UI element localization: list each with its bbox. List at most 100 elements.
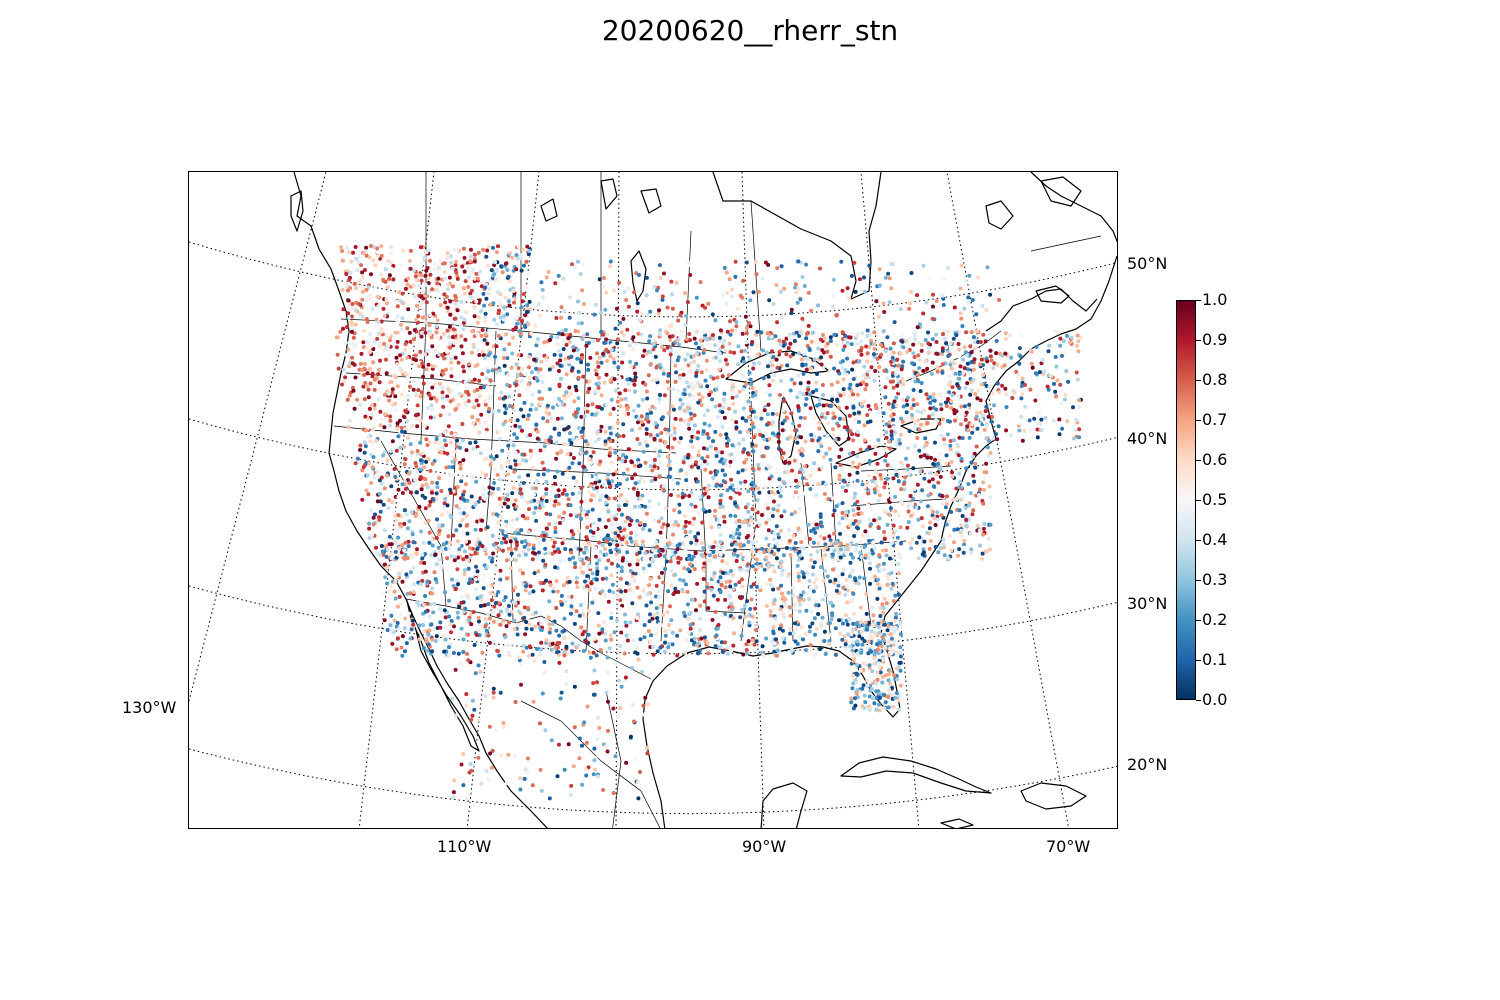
station-marker — [788, 613, 793, 618]
station-marker — [713, 472, 718, 477]
station-marker — [878, 442, 883, 447]
station-marker — [875, 461, 880, 466]
station-marker — [552, 426, 557, 431]
station-marker — [677, 641, 682, 646]
station-marker — [939, 513, 944, 518]
station-marker — [530, 465, 535, 470]
station-marker — [534, 376, 539, 381]
station-marker — [982, 521, 987, 526]
station-marker — [906, 520, 911, 524]
station-marker — [831, 411, 836, 416]
station-marker — [552, 475, 557, 479]
station-marker — [389, 484, 394, 489]
station-marker — [813, 653, 818, 658]
station-marker — [665, 331, 670, 336]
station-marker — [579, 499, 584, 504]
station-marker — [781, 595, 786, 600]
station-marker — [905, 525, 910, 530]
station-marker — [967, 503, 972, 508]
station-marker — [542, 444, 547, 449]
station-marker — [943, 505, 948, 510]
station-marker — [462, 369, 466, 374]
station-marker — [648, 464, 653, 469]
station-marker — [796, 558, 801, 563]
station-marker — [723, 640, 728, 645]
station-marker — [415, 452, 420, 457]
station-marker — [670, 334, 675, 339]
station-marker — [606, 468, 611, 473]
station-marker — [499, 463, 504, 468]
station-marker — [776, 439, 781, 444]
station-marker — [402, 508, 407, 513]
station-marker — [819, 444, 824, 449]
station-marker — [822, 455, 826, 460]
station-marker — [981, 526, 986, 531]
station-marker — [460, 351, 465, 356]
station-marker — [851, 521, 856, 526]
station-marker — [973, 391, 978, 396]
station-marker — [841, 348, 846, 352]
station-marker — [778, 393, 782, 398]
station-marker — [527, 622, 532, 627]
station-marker — [641, 543, 645, 548]
station-marker — [787, 605, 792, 610]
station-marker — [900, 502, 905, 507]
station-marker — [462, 568, 467, 573]
station-marker — [695, 436, 700, 441]
station-marker — [724, 432, 729, 437]
station-marker — [519, 407, 523, 412]
station-marker — [424, 459, 429, 464]
station-marker — [767, 517, 772, 522]
station-marker — [397, 546, 402, 550]
station-marker — [918, 369, 923, 374]
station-marker — [486, 540, 490, 545]
station-marker — [488, 616, 492, 621]
station-marker — [651, 347, 656, 352]
map-panel[interactable] — [188, 171, 1118, 829]
station-marker — [430, 649, 435, 654]
station-marker — [490, 533, 495, 538]
station-marker — [448, 490, 453, 495]
station-marker — [726, 571, 731, 576]
station-marker — [964, 517, 969, 522]
station-marker — [494, 344, 499, 349]
station-marker — [384, 371, 389, 376]
station-marker — [910, 413, 914, 418]
station-marker — [351, 388, 356, 393]
station-marker — [372, 377, 377, 382]
station-marker — [581, 542, 586, 547]
station-marker — [701, 429, 706, 434]
station-marker — [837, 574, 842, 579]
station-marker — [692, 336, 697, 341]
station-marker — [725, 561, 730, 566]
station-marker — [586, 509, 591, 514]
station-marker — [505, 382, 510, 387]
station-marker — [611, 406, 616, 411]
station-marker — [371, 360, 376, 365]
station-marker — [491, 610, 495, 615]
station-marker — [696, 651, 701, 656]
station-marker — [619, 630, 624, 635]
station-marker — [395, 384, 400, 389]
station-marker — [891, 533, 895, 538]
station-marker — [932, 516, 937, 521]
station-marker — [443, 590, 447, 595]
station-marker — [780, 611, 785, 616]
station-marker — [688, 622, 693, 627]
station-marker — [502, 347, 507, 352]
station-marker — [651, 548, 656, 552]
station-marker — [603, 525, 608, 529]
station-marker — [801, 598, 806, 602]
station-marker — [870, 605, 875, 610]
station-marker — [978, 543, 983, 548]
station-marker — [522, 544, 527, 549]
station-marker — [907, 429, 912, 434]
station-marker — [531, 589, 536, 594]
station-marker — [804, 391, 809, 396]
station-marker — [963, 506, 968, 510]
station-marker — [519, 373, 523, 378]
station-marker — [533, 624, 537, 629]
station-marker — [768, 582, 773, 587]
station-marker — [680, 491, 685, 496]
station-marker — [449, 554, 454, 559]
